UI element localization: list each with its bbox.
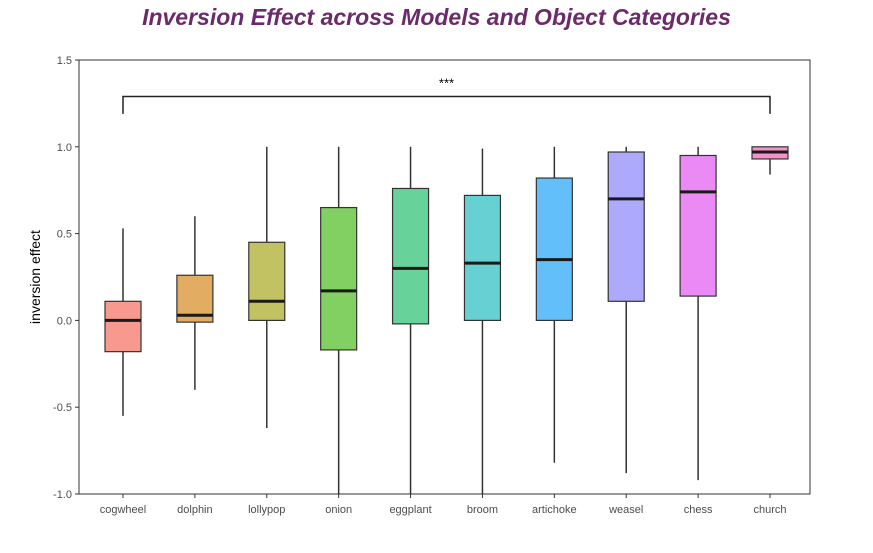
iqr-box: [607, 151, 645, 302]
box-eggplant: [391, 146, 430, 494]
chart-title: Inversion Effect across Models and Objec…: [142, 4, 731, 30]
box-series: [104, 146, 789, 494]
x-tick-label: eggplant: [389, 504, 431, 516]
x-tick-label: church: [753, 504, 786, 516]
x-tick-label: cogwheel: [100, 504, 146, 516]
y-tick-label: -1.0: [53, 489, 72, 501]
x-tick-label: artichoke: [532, 504, 577, 516]
box-dolphin: [176, 216, 214, 390]
x-tick-label: onion: [325, 504, 352, 516]
iqr-box: [248, 241, 286, 322]
iqr-box: [463, 194, 502, 322]
iqr-box: [679, 154, 717, 297]
y-tick-label: 1.0: [57, 142, 72, 154]
y-tick-label: 0.0: [57, 315, 72, 327]
box-onion: [320, 146, 358, 494]
x-tick-label: chess: [684, 504, 713, 516]
y-axis-title: inversion effect: [27, 230, 43, 324]
iqr-box: [535, 177, 573, 322]
box-broom: [463, 148, 502, 494]
box-weasel: [607, 146, 645, 474]
box-lollypop: [248, 146, 286, 429]
iqr-box: [391, 187, 430, 325]
box-chess: [679, 146, 717, 481]
box-artichoke: [535, 146, 573, 463]
x-tick-label: weasel: [608, 504, 643, 516]
y-tick-label: -0.5: [53, 402, 72, 414]
x-tick-label: broom: [467, 504, 498, 516]
box-cogwheel: [104, 228, 142, 416]
iqr-box: [320, 206, 358, 351]
x-tick-label: dolphin: [177, 504, 212, 516]
box-church: [751, 146, 789, 175]
y-axis: 1.5 1.0 0.5 0.0 -0.5 -1.0: [53, 55, 79, 501]
significance-bracket: [122, 95, 771, 114]
x-axis: cogwheel dolphin lollypop onion eggplant broo…: [100, 494, 787, 516]
y-tick-label: 0.5: [57, 229, 72, 241]
iqr-box: [104, 300, 142, 353]
y-tick-label: 1.5: [57, 55, 72, 67]
x-tick-label: lollypop: [248, 504, 285, 516]
significance-label: ***: [439, 75, 454, 90]
significance-annotation: ***: [122, 75, 771, 114]
